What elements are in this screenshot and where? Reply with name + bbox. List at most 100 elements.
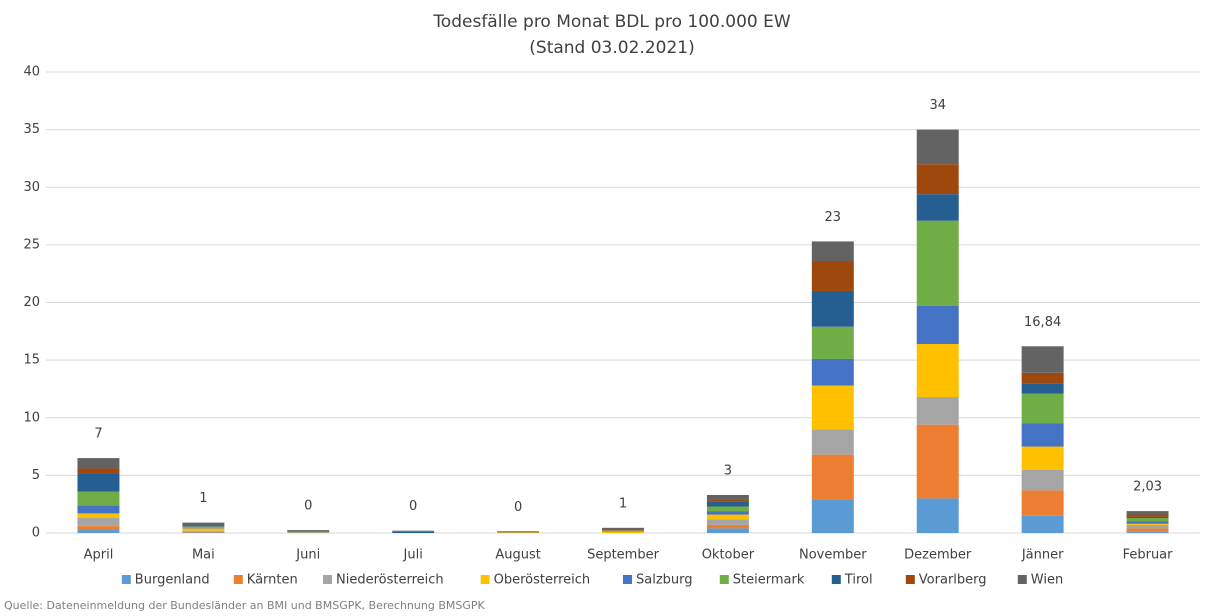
total-label: 3 — [724, 463, 732, 478]
y-tick-label: 10 — [23, 410, 40, 425]
y-tick-label: 40 — [23, 65, 40, 80]
bar-segment — [1021, 446, 1064, 470]
bar-segment — [706, 511, 749, 515]
total-label: 0 — [409, 499, 417, 514]
bar-segment — [916, 305, 959, 344]
legend-swatch — [905, 575, 915, 584]
legend-label: Wien — [1031, 573, 1063, 588]
y-tick-label: 25 — [23, 237, 40, 252]
legend-swatch — [480, 575, 490, 584]
bar-segment — [287, 532, 330, 533]
bar-segment — [1126, 511, 1169, 515]
bar-segment — [706, 506, 749, 512]
total-label: 7 — [94, 427, 102, 442]
x-tick-label: Dezember — [904, 548, 972, 563]
bar-segment — [1126, 516, 1169, 519]
bar-segment — [811, 326, 854, 359]
bar-segment — [1021, 490, 1064, 516]
x-tick-label: Oktober — [702, 548, 755, 563]
bar-segment — [706, 499, 749, 502]
bar-segment — [811, 385, 854, 430]
y-tick-label: 35 — [23, 122, 40, 137]
bar-segment — [287, 530, 330, 532]
y-tick-label: 0 — [32, 526, 40, 541]
total-label: 0 — [304, 499, 312, 514]
bar-segment — [182, 527, 225, 529]
bar-segment — [916, 194, 959, 221]
y-tick-label: 30 — [23, 180, 40, 195]
bar-segment — [392, 530, 435, 532]
bar-segment — [392, 531, 435, 533]
bar-segment — [916, 129, 959, 165]
x-tick-label: Juni — [295, 548, 320, 563]
bar-segment — [77, 473, 120, 492]
legend-swatch — [831, 575, 841, 584]
bar-segment — [811, 241, 854, 262]
x-tick-label: August — [495, 548, 541, 563]
bar-segment — [811, 429, 854, 455]
legend-swatch — [719, 575, 729, 584]
total-label: 23 — [825, 210, 842, 225]
legend-swatch — [233, 575, 243, 584]
bar-segment — [1126, 514, 1169, 517]
bar-segment — [77, 529, 120, 533]
bar-segment — [602, 531, 644, 533]
bar-segment — [1021, 346, 1064, 373]
total-label: 2,03 — [1133, 480, 1162, 495]
bar-segment — [1021, 515, 1064, 533]
bar-segment — [287, 531, 330, 533]
bar-segment — [1126, 528, 1169, 532]
bar-segment — [706, 514, 749, 520]
bar-segment — [1021, 423, 1064, 447]
total-label: 34 — [929, 98, 946, 113]
y-tick-label: 15 — [23, 353, 40, 368]
bar-segment — [497, 532, 540, 533]
bar-segment — [916, 164, 959, 195]
bar-segment — [916, 397, 959, 425]
x-tick-label: April — [84, 548, 114, 563]
bar-segment — [916, 343, 959, 398]
bar-segment — [77, 513, 120, 519]
bar-segment — [916, 498, 959, 533]
legend-swatch — [1017, 575, 1027, 584]
bar-segment — [182, 526, 225, 527]
bar-segment — [706, 524, 749, 529]
legend-label: Vorarlberg — [919, 573, 987, 588]
bar-segment — [77, 458, 120, 469]
bar-segment — [77, 468, 120, 474]
source-note: Quelle: Dateneinmeldung der Bundesländer… — [4, 599, 486, 612]
legend-label: Salzburg — [636, 573, 693, 588]
x-tick-label: Februar — [1123, 548, 1174, 563]
bar-segment — [182, 522, 225, 527]
legend-label: Niederösterreich — [336, 573, 444, 588]
bar-segment — [706, 528, 749, 533]
bar-segment — [811, 454, 854, 500]
total-label: 1 — [619, 496, 627, 511]
bar-segment — [1021, 383, 1064, 394]
legend-label: Steiermark — [733, 573, 805, 588]
bar-segment — [602, 527, 644, 531]
legend-swatch — [121, 575, 131, 584]
bar-segment — [77, 505, 120, 514]
legend-label: Oberösterreich — [494, 573, 591, 588]
chart-subtitle: (Stand 03.02.2021) — [529, 38, 694, 58]
bar-segment — [1021, 469, 1064, 491]
x-tick-label: November — [799, 548, 867, 563]
bar-segment — [182, 531, 225, 533]
x-tick-label: Mai — [192, 548, 215, 563]
legend-swatch — [323, 575, 332, 584]
y-tick-label: 20 — [23, 295, 40, 310]
total-label: 0 — [514, 500, 522, 515]
bar-segment — [1126, 523, 1169, 525]
bar-segment — [77, 491, 120, 506]
bar-segment — [182, 532, 225, 533]
bar-segment — [811, 358, 854, 386]
bar-segment — [77, 518, 120, 527]
bar-segment — [1126, 531, 1169, 533]
bar-segment — [1126, 518, 1169, 522]
bar-segment — [1021, 372, 1064, 384]
bar-segment — [916, 424, 959, 499]
bar-segment — [811, 261, 854, 291]
total-label: 16,84 — [1024, 315, 1061, 330]
x-tick-label: Jänner — [1021, 548, 1064, 563]
